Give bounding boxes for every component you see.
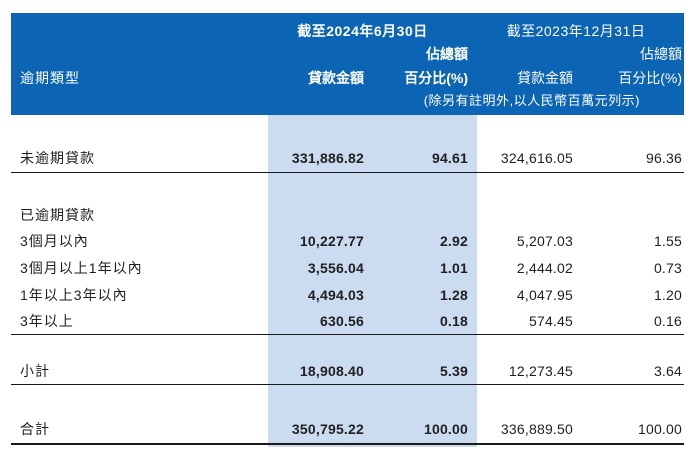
table-row-overdue-section: 已逾期貸款	[11, 201, 684, 228]
pct-2024-value: 94.61	[431, 150, 468, 166]
percentage-2023-header: 百分比(%)	[618, 70, 682, 86]
row-label: 已逾期貸款	[20, 206, 95, 223]
period-2024-header: 截至2024年6月30日	[297, 23, 428, 39]
loan-amount-2024-header: 貸款金額	[308, 70, 364, 86]
amount-2023-value: 5,207.03	[516, 233, 573, 249]
row-label: 未逾期貸款	[20, 150, 95, 166]
amount-2023-value: 2,444.02	[516, 259, 573, 276]
table-header-bar: 截至2024年6月30日 截至2023年12月31日 佔總額 佔總額 逾期類型 …	[11, 13, 684, 115]
pct-2023-value: 3.64	[653, 362, 682, 379]
column-header-row: 逾期類型 貸款金額 百分比(%) 貸款金額 百分比(%)	[11, 68, 684, 88]
amount-2024-value: 10,227.77	[299, 233, 364, 249]
percentage-2024-header: 百分比(%)	[404, 70, 468, 86]
highlight-band-2024-columns	[268, 115, 477, 447]
row-label: 3個月以上1年以內	[20, 259, 143, 276]
row-label: 3年以上	[20, 313, 74, 329]
pct-2024-value: 1.01	[439, 259, 468, 276]
row-type-header: 逾期類型	[20, 70, 80, 86]
row-spacer	[11, 173, 684, 201]
amount-2024-value: 331,886.82	[291, 150, 364, 166]
table-row-not-overdue: 未逾期貸款 331,886.82 94.61 324,616.05 96.36	[11, 144, 684, 173]
amount-2024-value: 350,795.22	[291, 420, 364, 437]
share-of-total-2024-label: 佔總額	[426, 46, 468, 62]
period-header-spacer	[11, 21, 257, 41]
currency-unit-note: (除另有註明外,以人民幣百萬元列示)	[423, 93, 640, 108]
pct-2024-value: 100.00	[423, 420, 468, 437]
pct-2024-value: 1.28	[439, 286, 468, 303]
share-of-total-header-row: 佔總額 佔總額	[11, 44, 684, 64]
amount-2023-value: 12,273.45	[508, 362, 573, 379]
row-label: 合計	[20, 420, 50, 437]
amount-2023-value: 574.45	[528, 313, 573, 329]
table-row-3-months-to-1-year: 3個月以上1年以內 3,556.04 1.01 2,444.02 0.73	[11, 254, 684, 281]
loan-amount-2023-header: 貸款金額	[517, 70, 573, 86]
pct-2024-value: 5.39	[439, 362, 468, 379]
table-row-within-3-months: 3個月以內 10,227.77 2.92 5,207.03 1.55	[11, 228, 684, 254]
pct-2023-value: 96.36	[645, 150, 682, 166]
amount-2023-value: 324,616.05	[500, 150, 573, 166]
amount-2024-value: 18,908.40	[299, 362, 364, 379]
row-spacer	[11, 385, 684, 414]
amount-2023-value: 336,889.50	[500, 420, 573, 437]
row-spacer	[11, 335, 684, 357]
row-label: 小計	[20, 362, 50, 379]
amount-2024-value: 3,556.04	[307, 259, 364, 276]
amount-2024-value: 630.56	[319, 313, 364, 329]
row-label: 3個月以內	[20, 233, 89, 249]
table-row-total: 合計 350,795.22 100.00 336,889.50 100.00	[11, 414, 684, 445]
pct-2024-value: 2.92	[439, 233, 468, 249]
table-row-over-3-years: 3年以上 630.56 0.18 574.45 0.16	[11, 308, 684, 335]
table-row-1-to-3-years: 1年以上3年以內 4,494.03 1.28 4,047.95 1.20	[11, 281, 684, 308]
row-label: 1年以上3年以內	[20, 286, 128, 303]
pct-2023-value: 1.20	[653, 286, 682, 303]
pct-2023-value: 0.16	[653, 313, 682, 329]
table-row-subtotal: 小計 18,908.40 5.39 12,273.45 3.64	[11, 357, 684, 385]
pct-2023-value: 0.73	[653, 259, 682, 276]
amount-2023-value: 4,047.95	[516, 286, 573, 303]
period-header-row: 截至2024年6月30日 截至2023年12月31日	[11, 21, 684, 41]
pct-2023-value: 1.55	[653, 233, 682, 249]
table-body: 未逾期貸款 331,886.82 94.61 324,616.05 96.36 …	[11, 115, 684, 445]
pct-2023-value: 100.00	[637, 420, 682, 437]
pct-2024-value: 0.18	[439, 313, 468, 329]
amount-2024-value: 4,494.03	[307, 286, 364, 303]
period-2023-header: 截至2023年12月31日	[506, 23, 646, 39]
share-of-total-2023-label: 佔總額	[640, 46, 682, 62]
row-spacer	[11, 115, 684, 144]
